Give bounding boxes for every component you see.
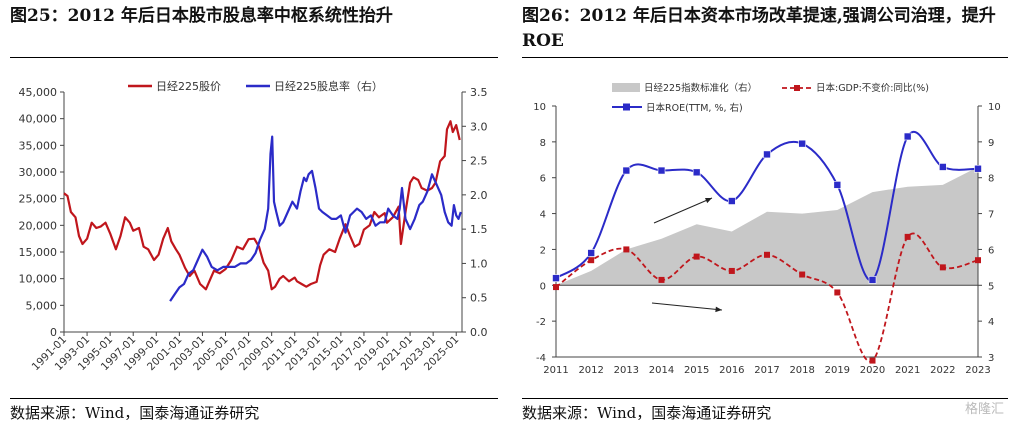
left-chart: 0 5,000 10,000 15,000 20,000 25,000 30,000 35,0… — [19, 79, 488, 373]
left-y-tick-label: 0 — [50, 326, 57, 339]
right-y-tick-label: 1.0 — [470, 257, 488, 270]
right-y-tick-label: 8 — [988, 174, 994, 185]
right-chart-title: 图26：2012 年后日本资本市场改革提速,强调公司治理，提升 ROE — [522, 6, 996, 51]
right-top-rule — [522, 57, 1008, 58]
down-arrow-head — [715, 306, 722, 313]
x-tick-label: 2012 — [578, 365, 603, 376]
gdp-point — [658, 276, 665, 283]
left-bottom-rule — [10, 398, 498, 399]
left-y-tick-label: 30,000 — [19, 166, 58, 179]
roe-point — [728, 197, 736, 205]
left-y-tick-label: 6 — [540, 174, 546, 185]
gdp-point — [553, 284, 559, 291]
right-y-tick-label: 3.5 — [470, 86, 488, 99]
left-y-tick-label: 45,000 — [19, 86, 58, 99]
roe-point — [692, 168, 701, 177]
legend-label: 日经225指数标准化（右） — [644, 82, 757, 94]
up-arrow-shaft — [653, 197, 713, 224]
right-y-tick-label: 7 — [988, 210, 994, 221]
left-y-tick-label: 40,000 — [19, 113, 58, 126]
roe-point — [552, 274, 560, 282]
roe-point — [868, 276, 877, 284]
right-y-tick-label: 5 — [988, 281, 994, 292]
x-tick-label: 2021 — [895, 365, 920, 376]
x-tick-label: 2011 — [543, 365, 568, 376]
dividend-yield-series-line — [169, 135, 462, 302]
x-tick-label: 2017 — [754, 365, 779, 376]
roe-point — [974, 164, 982, 173]
right-bottom-rule — [522, 398, 1008, 399]
left-y-tick-label: 15,000 — [19, 246, 58, 259]
right-y-tick-label: 10 — [988, 102, 1001, 113]
gdp-point — [728, 267, 735, 274]
roe-point — [939, 163, 947, 171]
roe-point — [903, 132, 912, 141]
right-chart: -4 -2 0 2 4 6 8 10 3 4 5 6 7 8 9 10 2011 2012 2013 2014 2015… — [533, 82, 1001, 376]
roe-point — [763, 150, 771, 159]
gdp-point — [939, 264, 946, 271]
gdp-point — [869, 357, 876, 364]
up-arrow-head — [705, 198, 712, 204]
right-y-tick-label: 3.0 — [470, 120, 488, 133]
left-y-tick-label: 10,000 — [19, 273, 58, 286]
left-y-tick-label: 10 — [533, 102, 546, 113]
x-tick-label: 2013 — [614, 365, 639, 376]
gdp-point — [623, 246, 630, 253]
right-y-tick-label: 2.0 — [470, 189, 488, 202]
gdp-point — [799, 271, 806, 278]
x-tick-label: 2014 — [649, 365, 674, 376]
right-y-tick-label: 9 — [988, 138, 994, 149]
roe-point — [657, 166, 666, 175]
watermark: 格隆汇 — [964, 402, 1004, 417]
legend-label: 日本:GDP:不变价:同比(%) — [816, 82, 929, 94]
left-y-tick-label: 2 — [540, 245, 546, 256]
right-y-tick-label: 4 — [988, 317, 994, 328]
x-tick-label: 2019 — [825, 365, 850, 376]
right-y-tick-label: 0.0 — [470, 326, 488, 339]
gdp-point — [588, 257, 595, 264]
left-y-tick-label: -4 — [536, 353, 546, 364]
roe-point — [833, 181, 842, 189]
roe-point — [798, 139, 806, 148]
left-y-tick-label: 25,000 — [19, 193, 58, 206]
legend-label: 日本ROE(TTM, %, 右) — [646, 102, 743, 114]
left-y-tick-label: 8 — [540, 138, 546, 149]
left-y-tick-label: 5,000 — [26, 299, 58, 312]
left-source: 数据来源：Wind，国泰海通证券研究 — [10, 404, 260, 422]
gdp-point — [904, 233, 911, 240]
right-y-tick-label: 1.5 — [470, 223, 488, 236]
legend-marker-gdp — [794, 85, 800, 91]
gdp-point — [693, 253, 700, 260]
legend-label: 日经225股息率（右） — [274, 79, 383, 93]
gdp-point — [764, 251, 770, 258]
right-y-tick-label: 0.5 — [470, 292, 488, 305]
left-y-tick-label: 35,000 — [19, 139, 58, 152]
x-tick-label: 2020 — [860, 365, 885, 376]
right-y-tick-label: 3 — [988, 353, 994, 364]
legend-marker-roe — [623, 103, 630, 111]
down-arrow-shaft — [651, 302, 723, 311]
left-y-tick-label: -2 — [536, 317, 546, 328]
roe-point — [622, 166, 631, 175]
right-y-tick-label: 2.5 — [470, 155, 488, 168]
left-y-tick-label: 20,000 — [19, 219, 58, 232]
gdp-point — [834, 289, 841, 296]
left-top-rule — [10, 57, 498, 58]
x-tick-label: 2015 — [684, 365, 709, 376]
price-series-line — [63, 120, 461, 291]
right-y-tick-label: 6 — [988, 245, 994, 256]
gdp-point — [975, 257, 981, 264]
roe-point — [587, 249, 595, 257]
left-chart-title: 图25：2012 年后日本股市股息率中枢系统性抬升 — [10, 6, 393, 26]
right-source: 数据来源：Wind，国泰海通证券研究 — [522, 404, 772, 422]
x-tick-label: 2016 — [719, 365, 744, 376]
x-tick-label: 2018 — [789, 365, 814, 376]
x-tick-label: 2022 — [930, 365, 955, 376]
legend-label: 日经225股价 — [156, 80, 221, 93]
left-y-tick-label: 0 — [540, 281, 546, 292]
left-y-tick-label: 4 — [540, 210, 546, 221]
legend-swatch-area — [612, 83, 640, 92]
nikkei-normalized-area — [556, 167, 978, 286]
x-tick-label: 2023 — [965, 365, 990, 376]
